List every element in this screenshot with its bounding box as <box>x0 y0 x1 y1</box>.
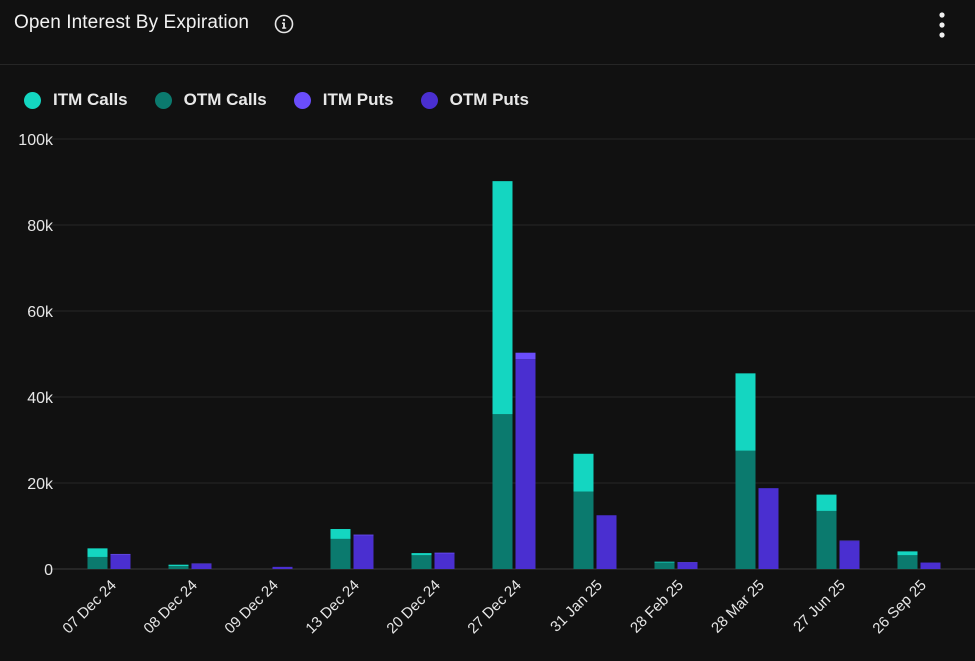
legend-swatch-otm-puts <box>420 91 438 109</box>
bar-otm-calls <box>411 555 432 569</box>
y-tick-label: 60k <box>27 304 54 321</box>
legend-label: OTM Puts <box>449 90 529 109</box>
bar-otm-calls <box>897 555 918 569</box>
x-axis-ticks: 07 Dec 24 08 Dec 24 09 Dec 24 13 Dec 24 20 D… <box>59 577 929 637</box>
legend-label: ITM Calls <box>53 90 128 109</box>
bar-otm-puts <box>596 515 617 569</box>
chart-legend: ITM Calls OTM Calls ITM Puts OTM Puts <box>24 88 556 112</box>
bar-itm-calls <box>87 548 108 557</box>
bar-otm-calls <box>735 450 756 569</box>
x-tick-label: 28 Feb 25 <box>627 577 687 637</box>
bar-itm-calls <box>654 561 675 563</box>
bar-layer <box>87 181 941 569</box>
x-tick-label: 28 Mar 25 <box>708 577 768 637</box>
bar-otm-puts <box>272 566 293 569</box>
legend-swatch-itm-calls <box>24 91 41 109</box>
card-title: Open Interest By Expiration <box>14 12 250 33</box>
y-axis-ticks: 0 20k 40k 60k 80k 100k <box>18 132 54 579</box>
x-tick-label: 31 Jan 25 <box>547 577 606 636</box>
header-divider <box>0 64 975 65</box>
y-tick-label: 0 <box>44 562 53 579</box>
bar-itm-calls <box>168 564 189 566</box>
bar-otm-puts <box>920 562 941 569</box>
bar-itm-calls <box>897 551 918 556</box>
bar-otm-calls <box>816 510 837 569</box>
legend-item-itm-calls[interactable]: ITM Calls <box>24 90 128 110</box>
bar-otm-calls <box>87 556 108 569</box>
card-header: Open Interest By Expiration <box>0 0 975 52</box>
bar-itm-calls <box>573 453 594 492</box>
bar-otm-puts <box>515 359 536 569</box>
bar-otm-puts <box>110 554 131 569</box>
legend-item-itm-puts[interactable]: ITM Puts <box>293 90 394 110</box>
x-tick-label: 26 Sep 25 <box>869 577 929 637</box>
kebab-menu-icon[interactable] <box>930 11 954 39</box>
bar-itm-puts <box>110 553 131 555</box>
bar-itm-calls <box>330 529 351 539</box>
x-tick-label: 09 Dec 24 <box>221 577 281 637</box>
x-tick-label: 20 Dec 24 <box>383 577 443 637</box>
y-tick-label: 100k <box>18 132 54 149</box>
bar-itm-calls <box>492 181 513 415</box>
bar-otm-puts <box>839 541 860 569</box>
bar-itm-puts <box>353 534 374 536</box>
legend-label: ITM Puts <box>322 90 394 109</box>
legend-item-otm-calls[interactable]: OTM Calls <box>154 90 267 110</box>
y-tick-label: 20k <box>27 476 54 493</box>
bar-otm-calls <box>654 562 675 569</box>
y-tick-label: 40k <box>27 390 54 407</box>
x-tick-label: 27 Dec 24 <box>464 577 524 637</box>
legend-swatch-otm-calls <box>154 91 172 109</box>
bar-itm-puts <box>434 552 455 554</box>
bar-itm-calls <box>816 494 837 511</box>
x-tick-label: 07 Dec 24 <box>59 577 119 637</box>
bar-otm-puts <box>758 488 779 569</box>
legend-label: OTM Calls <box>183 90 267 109</box>
x-tick-label: 13 Dec 24 <box>302 577 362 637</box>
info-circle-icon[interactable] <box>274 14 294 34</box>
bar-otm-puts <box>434 553 455 569</box>
y-tick-label: 80k <box>27 218 54 235</box>
bar-itm-puts <box>515 352 536 360</box>
legend-item-otm-puts[interactable]: OTM Puts <box>420 90 529 110</box>
bar-otm-puts <box>191 563 212 569</box>
bar-itm-calls <box>735 373 756 451</box>
bar-otm-puts <box>677 562 698 569</box>
bar-itm-calls <box>411 553 432 556</box>
bar-otm-calls <box>330 538 351 569</box>
bar-otm-calls <box>573 491 594 569</box>
x-tick-label: 27 Jun 25 <box>790 577 849 636</box>
bar-otm-puts <box>353 535 374 569</box>
x-tick-label: 08 Dec 24 <box>140 577 200 637</box>
bar-otm-calls <box>492 414 513 569</box>
legend-swatch-itm-puts <box>293 91 311 109</box>
bar-otm-calls <box>168 565 189 569</box>
